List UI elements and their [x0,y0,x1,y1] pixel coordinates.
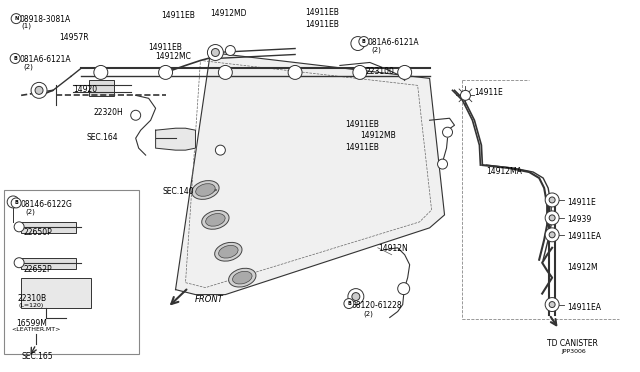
Text: 14912MD: 14912MD [211,9,247,17]
Circle shape [348,289,364,305]
Circle shape [14,258,24,268]
Polygon shape [175,52,445,295]
Circle shape [549,232,555,238]
Circle shape [351,36,365,51]
Ellipse shape [219,246,238,258]
Circle shape [359,36,369,46]
Text: 14912MA: 14912MA [486,167,522,176]
Text: (2): (2) [364,311,374,317]
Text: 22320H: 22320H [94,108,124,117]
Text: SEC.140: SEC.140 [163,187,194,196]
Text: 14939: 14939 [567,215,591,224]
Ellipse shape [196,184,215,196]
Text: <LEATHER.MT>: <LEATHER.MT> [11,327,61,333]
Text: 14957R: 14957R [59,33,88,42]
Text: 223100: 223100 [366,67,395,76]
Text: 14912N: 14912N [378,244,408,253]
Text: 14911EB: 14911EB [305,20,339,29]
Text: B: B [362,39,365,44]
Text: 14912MC: 14912MC [156,51,191,61]
Circle shape [14,222,24,232]
Circle shape [460,90,470,100]
Text: 14911EB: 14911EB [161,11,195,20]
Circle shape [207,45,223,61]
Circle shape [438,159,447,169]
Ellipse shape [214,243,242,261]
Circle shape [397,283,410,295]
Circle shape [549,215,555,221]
Circle shape [442,127,452,137]
Circle shape [11,198,21,208]
Circle shape [11,14,21,23]
Circle shape [211,48,220,57]
Ellipse shape [192,180,219,199]
Ellipse shape [202,211,229,229]
Bar [89,80,114,96]
Text: (L=120): (L=120) [18,302,44,308]
Circle shape [7,196,19,208]
Circle shape [288,65,302,79]
Text: 14911EB: 14911EB [345,120,379,129]
Text: 22652P: 22652P [23,265,52,274]
Circle shape [353,65,367,79]
Text: 14911EA: 14911EA [567,302,601,312]
Text: TD CANISTER: TD CANISTER [547,339,598,349]
Text: 14911EB: 14911EB [345,143,379,152]
Bar [21,278,91,308]
Circle shape [218,65,232,79]
Text: 22310B: 22310B [17,294,46,302]
Circle shape [344,299,354,308]
Circle shape [352,293,360,301]
Text: 08120-61228: 08120-61228 [352,301,403,310]
Text: 14911E: 14911E [474,89,503,97]
Circle shape [545,298,559,311]
Text: (2): (2) [25,209,35,215]
Circle shape [549,197,555,203]
Text: B: B [347,301,351,306]
Polygon shape [156,128,195,150]
Circle shape [545,228,559,242]
Text: SEC.165: SEC.165 [21,352,52,361]
Circle shape [545,193,559,207]
Text: 16599M: 16599M [16,318,47,327]
Circle shape [216,145,225,155]
Text: 08146-6122G: 08146-6122G [20,200,72,209]
Circle shape [545,211,559,225]
Text: 14912MB: 14912MB [360,131,396,140]
Text: 14911EA: 14911EA [567,232,601,241]
Text: (1): (1) [21,23,31,29]
Circle shape [31,82,47,98]
Text: 14912M: 14912M [567,263,598,272]
Circle shape [397,65,412,79]
Circle shape [225,45,236,55]
Text: SEC.164: SEC.164 [87,133,118,142]
Text: 081A6-6121A: 081A6-6121A [19,55,71,64]
Circle shape [159,65,173,79]
Circle shape [94,65,108,79]
Bar [21,222,76,233]
Ellipse shape [205,214,225,226]
Bar [21,258,76,269]
Circle shape [131,110,141,120]
Text: 14911EB: 14911EB [305,8,339,17]
Text: 081A6-6121A: 081A6-6121A [368,38,419,46]
Ellipse shape [228,268,256,287]
Ellipse shape [232,271,252,284]
Text: 14920: 14920 [73,86,97,94]
Text: (2): (2) [23,64,33,70]
Bar [4,190,139,355]
Text: (2): (2) [372,46,381,53]
Text: FRONT: FRONT [195,295,223,304]
Text: 22650P: 22650P [23,228,52,237]
Text: JPP3006: JPP3006 [561,349,586,355]
Circle shape [549,302,555,308]
Text: 14911EB: 14911EB [148,42,182,52]
Text: 08918-3081A: 08918-3081A [19,15,70,24]
Text: N: N [14,16,19,21]
Text: B: B [13,56,17,61]
Text: B: B [14,201,18,205]
Circle shape [35,86,43,94]
Circle shape [10,54,20,64]
Text: 14911E: 14911E [567,198,596,207]
